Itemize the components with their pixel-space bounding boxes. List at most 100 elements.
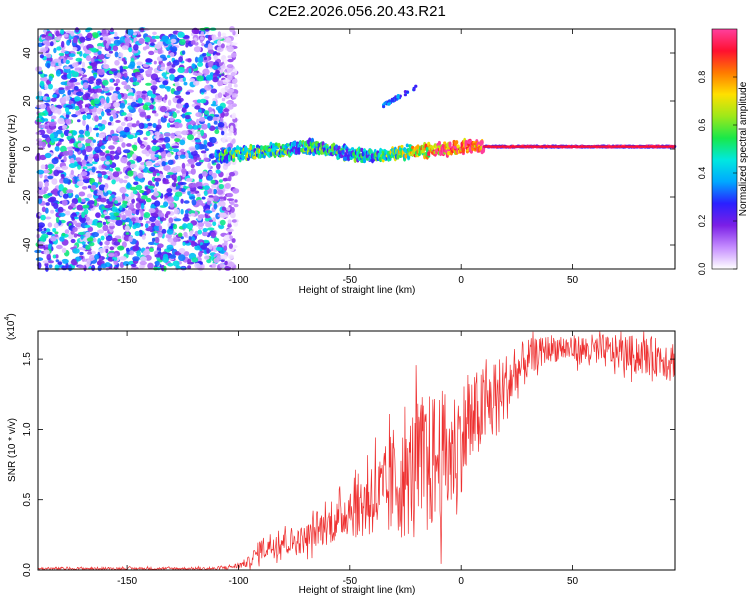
- spectrogram-cell: [227, 143, 233, 149]
- spectrogram-cell: [77, 231, 86, 236]
- spectrogram-cell: [39, 103, 47, 110]
- spectrogram-cell: [207, 49, 214, 54]
- spectrogram-cell: [207, 122, 211, 129]
- spectrogram-cell: [193, 80, 200, 86]
- spectrogram-cell: [46, 105, 50, 113]
- spectrogram-cell: [189, 78, 196, 82]
- spectrogram-cell: [86, 113, 92, 120]
- spectrogram-cell: [227, 136, 232, 142]
- spectrogram-cell: [201, 123, 208, 130]
- spectrogram-cell: [109, 150, 116, 155]
- spectrogram-cell: [136, 94, 141, 99]
- spectrogram-cell: [214, 114, 220, 118]
- spectrogram-cell: [206, 200, 212, 206]
- spectrogram-cell: [35, 257, 44, 262]
- spectrogram-cell: [56, 244, 63, 250]
- spectrogram-cell: [148, 50, 155, 56]
- spectrogram-cell: [44, 125, 49, 130]
- spectrogram-cell: [139, 260, 147, 266]
- spectrogram-cell: [96, 107, 103, 115]
- spectrogram-cell: [92, 127, 100, 131]
- snr-panel: -150 -100 -50 0 50 0.00.51.01.5 (x104) Heigh…: [4, 313, 676, 596]
- spectrogram-cell: [81, 186, 88, 190]
- spectrogram-cell: [179, 38, 186, 46]
- spectrogram-cell: [225, 37, 232, 44]
- spectrogram-cell: [97, 53, 105, 60]
- spectrogram-cell: [113, 101, 121, 108]
- spectrogram-cell: [101, 111, 105, 117]
- spectrogram-cell: [157, 243, 164, 248]
- spectrogram-cell: [58, 184, 64, 191]
- spectrogram-cell: [121, 112, 127, 116]
- spectrogram-cell: [91, 264, 96, 271]
- spectrogram-cell: [98, 178, 103, 183]
- spectrogram-cell: [39, 80, 45, 87]
- spectrogram-cell: [136, 91, 143, 95]
- spectrogram-cell: [188, 67, 192, 74]
- spectrogram-cell: [214, 129, 220, 135]
- spectrogram-cell: [215, 246, 223, 251]
- spectrogram-cell: [74, 177, 78, 184]
- spectrogram-cell: [78, 191, 86, 197]
- spectrogram-cell: [223, 240, 228, 247]
- spectrogram-cell: [127, 154, 131, 159]
- spectrogram-cell: [108, 145, 115, 150]
- spectrogram-cell: [145, 130, 151, 137]
- spectrogram-cell: [180, 208, 184, 215]
- spectrogram-cell: [145, 220, 151, 224]
- spectrogram-cell: [147, 180, 153, 186]
- spectrogram-cell: [116, 146, 122, 153]
- spectrogram-cell: [45, 216, 52, 220]
- spectrogram-cell: [84, 224, 91, 228]
- spectrogram-cell: [80, 234, 84, 240]
- spectrogram-cell: [119, 186, 127, 194]
- spectrogram-cell: [59, 236, 65, 242]
- spectrogram-cell: [175, 103, 183, 109]
- spectrogram-cell: [168, 217, 174, 224]
- spectrogram-cell: [131, 144, 137, 149]
- spectrogram-cell: [166, 122, 171, 128]
- spectrogram-cell: [127, 95, 134, 99]
- spectrogram-cell: [141, 195, 148, 200]
- spectrogram-cell: [124, 126, 130, 133]
- spectrogram-cell: [75, 157, 82, 162]
- spectrogram-cell: [163, 136, 171, 143]
- spectrogram-cell: [71, 258, 77, 266]
- spectrogram-cell: [61, 233, 66, 236]
- spectrogram-cell: [125, 247, 130, 252]
- snr-y-label: SNR (10 * v/v): [7, 418, 18, 482]
- spectrogram-cell: [92, 112, 97, 116]
- spectrogram-cell: [93, 190, 98, 194]
- spectrogram-cell: [85, 231, 91, 239]
- spectrogram-cell: [165, 233, 172, 239]
- spectrogram-cell: [143, 137, 148, 141]
- spectrogram-cell: [215, 70, 221, 75]
- spectrogram-cell: [78, 129, 85, 135]
- spectrogram-cell: [105, 53, 112, 58]
- spectrogram-cell: [147, 122, 153, 127]
- spectrogram-cell: [53, 169, 60, 177]
- spectrogram-cell: [124, 175, 129, 179]
- signal-track-point: [448, 141, 452, 148]
- spectrogram-cell: [219, 212, 224, 217]
- spectrogram-cell: [108, 50, 113, 54]
- spectrogram-cell: [38, 181, 43, 188]
- spectrogram-cell: [182, 76, 186, 82]
- spectrogram-cell: [145, 58, 153, 63]
- spectrogram-cell: [79, 108, 85, 113]
- spectrogram-cell: [40, 86, 45, 90]
- spectrogram-cell: [192, 125, 199, 130]
- spectrogram-cell: [43, 84, 49, 90]
- spectrogram-cell: [208, 188, 213, 194]
- spectrogram-cell: [164, 194, 168, 199]
- spectrogram-cell: [207, 227, 215, 231]
- spectrogram-cell: [123, 84, 131, 90]
- spectrogram-cell: [217, 39, 221, 47]
- spectrogram-cell: [179, 154, 186, 159]
- spectrogram-cell: [201, 196, 206, 200]
- spectrogram-cell: [50, 97, 57, 102]
- spectrogram-cell: [121, 142, 126, 148]
- spectrogram-cell: [227, 55, 232, 59]
- spectrogram-cell: [190, 213, 195, 217]
- spectrogram-cell: [162, 256, 169, 263]
